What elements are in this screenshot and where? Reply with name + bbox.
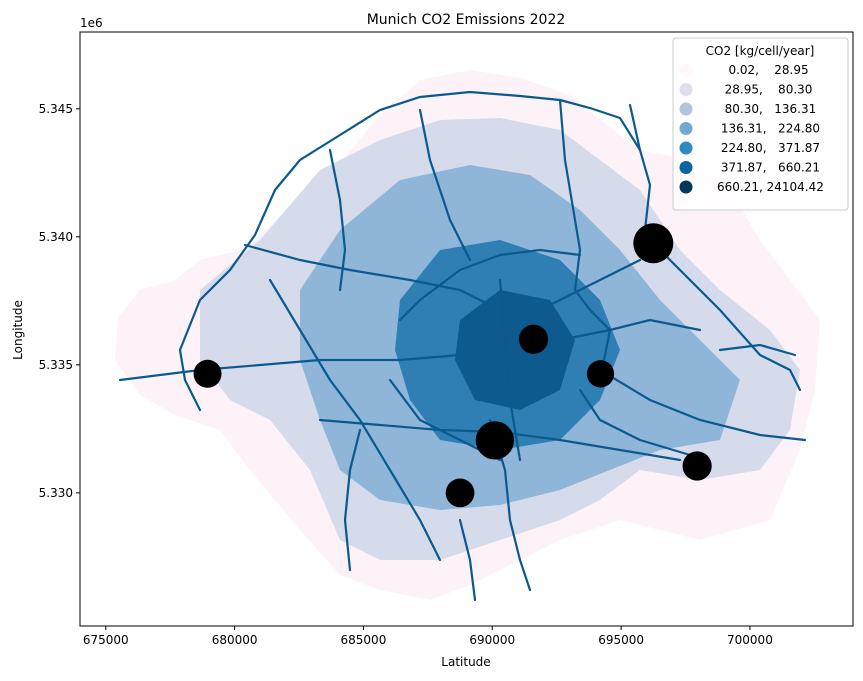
legend-label: 28.95, 80.30 (717, 83, 812, 97)
x-tick-label: 690000 (469, 633, 515, 647)
chart-marks (193, 223, 712, 508)
legend-marker (679, 122, 693, 135)
x-tick-label: 685000 (341, 633, 387, 647)
legend-marker (679, 161, 693, 174)
legend-label: 660.21, 24104.42 (717, 180, 824, 194)
legend-box (672, 37, 849, 211)
legend-title: CO2 [kg/cell/year] (706, 44, 815, 58)
y-tick-label: 5.330 (39, 486, 73, 500)
point-source-1 (633, 223, 674, 264)
x-tick-label: 700000 (727, 633, 773, 647)
x-tick-label: 675000 (83, 633, 129, 647)
x-axis: 675000 680000 685000 690000 695000 700000 (83, 626, 773, 647)
legend-marker (679, 141, 693, 155)
emission-area-center (455, 290, 575, 410)
legend: CO2 [kg/cell/year] 0.02, 28.95 28.95, 80… (672, 37, 849, 211)
point-source-4 (193, 359, 222, 388)
legend-label: 224.80, 371.87 (717, 141, 820, 155)
point-source-5 (586, 360, 615, 388)
road-network (118, 90, 807, 602)
chart-title: Munich CO2 Emissions 2022 (367, 12, 566, 28)
legend-marker (679, 102, 693, 116)
y-tick-label: 5.335 (39, 358, 73, 372)
legend-marker (679, 180, 693, 194)
y-tick-label: 5.345 (39, 102, 73, 116)
point-source-3 (518, 324, 549, 354)
y-axis-label: Longitude (11, 300, 25, 360)
point-source-6 (445, 478, 475, 508)
legend-label: 136.31, 224.80 (717, 122, 820, 136)
x-tick-label: 695000 (598, 633, 644, 647)
x-axis-label: Latitude (441, 655, 490, 669)
legend-label: 80.30, 136.31 (717, 102, 816, 116)
legend-items: 0.02, 28.95 28.95, 80.30 80.30, 136.31 1… (679, 63, 824, 194)
y-tick-label: 5.340 (39, 230, 73, 244)
point-source-2 (475, 421, 515, 460)
legend-label: 371.87, 660.21 (717, 161, 820, 175)
point-source-7 (682, 451, 712, 481)
y-offset-label: 1e6 (80, 16, 103, 30)
legend-marker (679, 63, 693, 77)
legend-label: 0.02, 28.95 (717, 63, 809, 77)
plot-frame (79, 31, 854, 627)
y-axis: 5.330 5.335 5.340 5.345 (39, 102, 80, 500)
legend-marker (679, 83, 693, 96)
x-tick-label: 680000 (212, 633, 258, 647)
